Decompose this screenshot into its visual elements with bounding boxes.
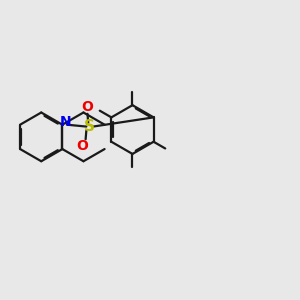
Text: O: O <box>77 139 88 153</box>
Text: S: S <box>84 119 95 134</box>
Text: O: O <box>82 100 93 114</box>
Text: N: N <box>59 116 71 129</box>
